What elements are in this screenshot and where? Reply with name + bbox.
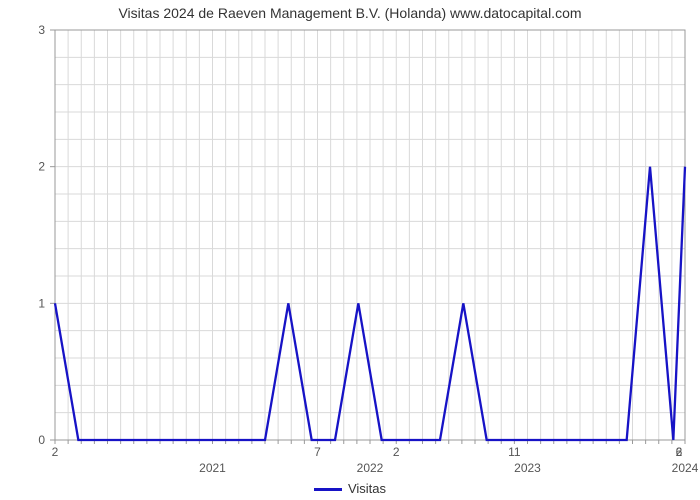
chart-legend: Visitas (0, 481, 700, 496)
svg-text:2023: 2023 (514, 461, 541, 475)
svg-text:2: 2 (38, 160, 45, 174)
svg-text:1: 1 (38, 296, 45, 310)
svg-text:11: 11 (508, 445, 521, 459)
svg-text:2022: 2022 (357, 461, 384, 475)
svg-text:2021: 2021 (199, 461, 226, 475)
visits-chart: Visitas 2024 de Raeven Management B.V. (… (0, 0, 700, 500)
svg-text:0: 0 (38, 433, 45, 447)
chart-svg: 012327211262021202220232024 (0, 0, 700, 500)
svg-text:2: 2 (52, 445, 59, 459)
legend-swatch (314, 488, 342, 491)
svg-text:7: 7 (314, 445, 321, 459)
svg-text:2: 2 (393, 445, 400, 459)
svg-text:3: 3 (38, 23, 45, 37)
svg-text:2024: 2024 (672, 461, 699, 475)
svg-text:6: 6 (676, 445, 683, 459)
legend-label: Visitas (348, 481, 386, 496)
